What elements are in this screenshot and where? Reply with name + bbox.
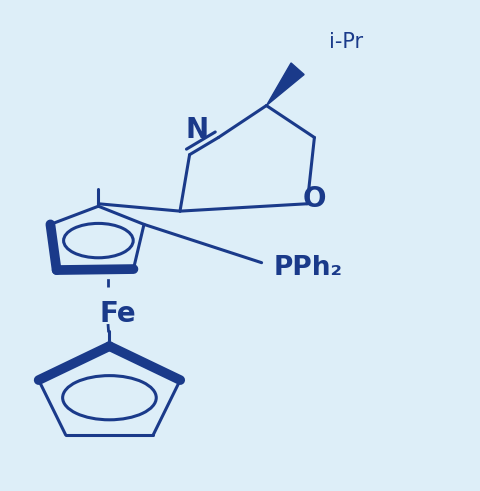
Text: O: O (303, 185, 326, 213)
Text: N: N (185, 116, 208, 144)
Polygon shape (266, 63, 304, 106)
Text: i-Pr: i-Pr (329, 32, 363, 52)
Text: PPh₂: PPh₂ (274, 255, 343, 280)
Text: Fe: Fe (99, 300, 136, 328)
